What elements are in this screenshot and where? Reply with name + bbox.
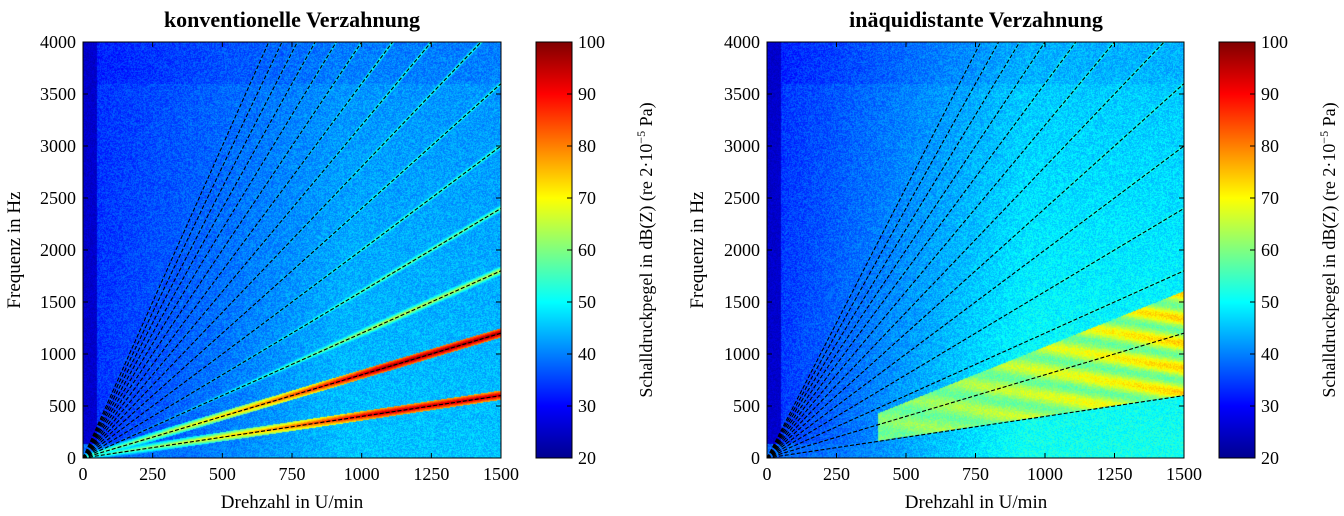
colorbar-tick-label: 30 <box>578 396 596 416</box>
order-line <box>83 270 501 458</box>
y-tick-label: 500 <box>49 396 76 416</box>
y-tick-label: 2000 <box>724 240 760 260</box>
x-tick-label: 1500 <box>483 464 519 484</box>
order-line <box>83 42 482 458</box>
colorbar-tick-label: 90 <box>578 84 596 104</box>
colorbar-tick-label: 70 <box>578 188 596 208</box>
colorbar-tick-label: 70 <box>1261 188 1279 208</box>
y-tick-label: 1500 <box>724 292 760 312</box>
y-tick-label: 1500 <box>40 292 76 312</box>
y-tick-label: 3500 <box>40 84 76 104</box>
order-line <box>767 270 1184 458</box>
colorbar-tick-label: 20 <box>1261 448 1279 468</box>
order-lines <box>767 42 1184 458</box>
x-axis-ticks: 0 250 500 750 1000 1250 1500 <box>763 42 1202 484</box>
y-tick-label: 3000 <box>724 136 760 156</box>
y-tick-label: 2500 <box>40 188 76 208</box>
colorbar-tick-label: 30 <box>1261 396 1279 416</box>
order-line <box>83 42 394 458</box>
y-tick-label: 2500 <box>724 188 760 208</box>
order-line <box>767 332 1184 458</box>
x-tick-label: 500 <box>893 464 920 484</box>
y-tick-label: 4000 <box>40 32 76 52</box>
order-line <box>83 145 501 458</box>
y-axis-ticks: 0 500 1000 1500 2000 2500 3000 3500 4000 <box>40 32 501 468</box>
colorbar-ticks: 20 30 40 50 60 70 80 90 100 <box>567 32 605 468</box>
x-tick-label: 0 <box>763 464 772 484</box>
y-tick-label: 0 <box>67 448 76 468</box>
x-tick-label: 250 <box>823 464 850 484</box>
colorbar-tick-label: 40 <box>1261 344 1279 364</box>
y-tick-label: 4000 <box>724 32 760 52</box>
order-line <box>767 83 1184 458</box>
colorbar-tick-label: 50 <box>578 292 596 312</box>
order-line <box>767 42 1021 458</box>
colorbar-tick-label: 60 <box>578 240 596 260</box>
colorbar-ticks: 20 30 40 50 60 70 80 90 100 <box>1250 32 1288 468</box>
order-line <box>767 395 1184 458</box>
order-line <box>83 42 363 458</box>
y-tick-label: 1000 <box>724 344 760 364</box>
y-tick-label: 3500 <box>724 84 760 104</box>
x-axis-label: Drehzahl in U/min <box>905 492 1048 513</box>
colorbar <box>535 41 573 459</box>
order-line <box>767 145 1184 458</box>
colorbar <box>1218 41 1256 459</box>
x-tick-label: 1500 <box>1166 464 1202 484</box>
order-line <box>767 42 1000 458</box>
x-tick-label: 1250 <box>1097 464 1133 484</box>
x-axis-ticks: 0 250 500 750 1000 1250 1500 <box>79 42 519 484</box>
y-tick-label: 3000 <box>40 136 76 156</box>
y-axis-ticks: 0 500 1000 1500 2000 2500 3000 3500 4000 <box>724 32 1184 468</box>
x-tick-label: 750 <box>279 464 306 484</box>
colorbar-tick-label: 50 <box>1261 292 1279 312</box>
colorbar-tick-label: 40 <box>578 344 596 364</box>
colorbar-tick-label: 20 <box>578 448 596 468</box>
x-tick-label: 1000 <box>344 464 380 484</box>
y-tick-label: 2000 <box>40 240 76 260</box>
order-line <box>767 42 1046 458</box>
order-line <box>83 42 270 458</box>
order-line <box>767 42 1165 458</box>
colorbar-label: Schalldruckpegel in dB(Z) (re 2·10−5 Pa) <box>634 102 657 397</box>
colorbar-tick-label: 100 <box>578 32 605 52</box>
order-line <box>83 42 298 458</box>
x-tick-label: 750 <box>962 464 989 484</box>
order-line <box>83 332 501 458</box>
order-line <box>767 42 1077 458</box>
x-tick-label: 1000 <box>1027 464 1063 484</box>
y-tick-label: 1000 <box>40 344 76 364</box>
y-tick-label: 500 <box>733 396 760 416</box>
colorbar-tick-label: 100 <box>1261 32 1288 52</box>
y-tick-label: 0 <box>751 448 760 468</box>
colorbar-tick-label: 60 <box>1261 240 1279 260</box>
colorbar-tick-label: 80 <box>578 136 596 156</box>
y-axis-label: Frequenz in Hz <box>4 191 25 308</box>
colorbar-label: Schalldruckpegel in dB(Z) (re 2·10−5 Pa) <box>1317 102 1340 397</box>
order-line <box>767 42 982 458</box>
x-tick-label: 250 <box>139 464 166 484</box>
panel-inaequidistant: inäquidistante Verzahnung 0 250 500 750 1000… <box>687 7 1340 513</box>
colorbar-tick-label: 90 <box>1261 84 1279 104</box>
order-line <box>83 395 501 458</box>
order-line <box>83 42 316 458</box>
chart-title: inäquidistante Verzahnung <box>849 7 1103 32</box>
x-tick-label: 500 <box>209 464 236 484</box>
colorbar-tick-label: 80 <box>1261 136 1279 156</box>
order-line <box>83 83 501 458</box>
order-line <box>767 42 1116 458</box>
order-lines <box>83 42 501 458</box>
order-line <box>83 42 433 458</box>
x-axis-label: Drehzahl in U/min <box>221 492 364 513</box>
panel-konventionell: konventionelle Verzahnung 0 250 500 750 1000… <box>4 7 657 513</box>
chart-title: konventionelle Verzahnung <box>164 7 420 32</box>
y-axis-label: Frequenz in Hz <box>687 191 708 308</box>
x-tick-label: 1250 <box>413 464 449 484</box>
order-line <box>83 42 337 458</box>
x-tick-label: 0 <box>79 464 88 484</box>
order-line <box>83 207 501 458</box>
order-line <box>767 207 1184 458</box>
